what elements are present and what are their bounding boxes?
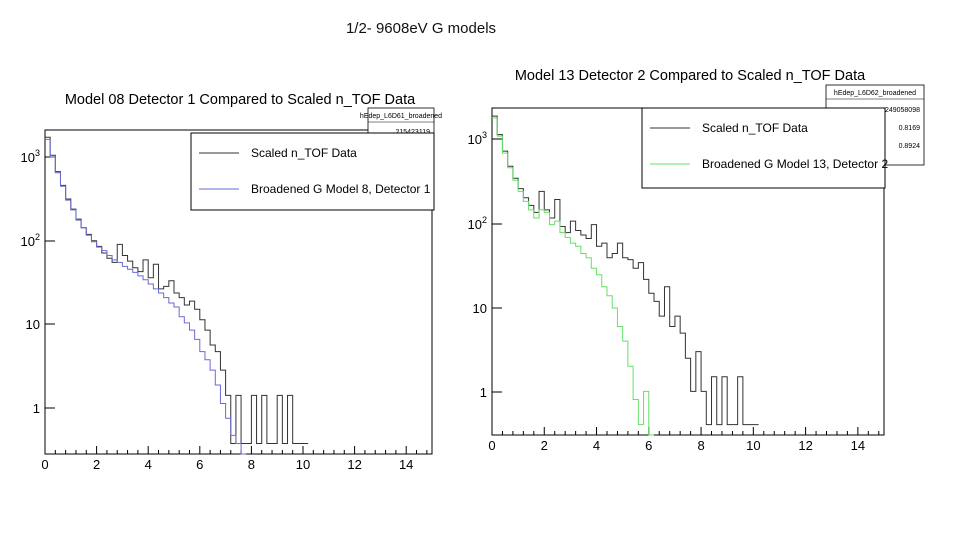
x-tick-label: 2 xyxy=(93,457,100,472)
x-tick-label: 6 xyxy=(645,438,652,453)
series-line-ntof-data xyxy=(45,136,309,445)
x-tick-label: 8 xyxy=(697,438,704,453)
legend-box xyxy=(641,107,886,189)
x-tick-label: 8 xyxy=(248,457,255,472)
plot-model-13: Model 13 Detector 2 Compared to Scaled n… xyxy=(468,68,925,453)
y-tick-label: 102 xyxy=(468,215,487,232)
y-tick-label: 103 xyxy=(468,130,487,147)
slide-title: 1/2- 9608eV G models xyxy=(345,20,497,37)
series-line-model xyxy=(45,138,247,455)
plot-model-08: Model 08 Detector 1 Compared to Scaled n… xyxy=(21,92,443,472)
stats-box-name: hEdep_L6D61_broadened xyxy=(360,113,442,120)
y-tick-label: 10 xyxy=(473,301,487,316)
x-tick-label: 4 xyxy=(593,438,600,453)
x-tick-label: 14 xyxy=(399,457,413,472)
legend-box xyxy=(190,132,435,211)
x-tick-label: 0 xyxy=(41,457,48,472)
x-tick-label: 4 xyxy=(145,457,152,472)
x-tick-label: 6 xyxy=(196,457,203,472)
stats-box-value: 0.8924 xyxy=(899,143,921,150)
y-tick-label: 1 xyxy=(33,401,40,416)
x-tick-label: 10 xyxy=(746,438,760,453)
plot-frame xyxy=(44,129,433,455)
stats-box-value: 0.8169 xyxy=(899,125,921,132)
x-tick-label: 14 xyxy=(851,438,865,453)
legend-label: Scaled n_TOF Data xyxy=(702,121,808,135)
stats-box-name: hEdep_L6D62_broadened xyxy=(834,90,916,97)
x-tick-label: 12 xyxy=(347,457,361,472)
chart-title: Model 13 Detector 2 Compared to Scaled n… xyxy=(515,68,866,84)
chart-title: Model 08 Detector 1 Compared to Scaled n… xyxy=(65,92,416,108)
x-tick-label: 0 xyxy=(488,438,495,453)
x-tick-label: 10 xyxy=(296,457,310,472)
legend-label: Broadened G Model 8, Detector 1 xyxy=(251,182,431,196)
x-tick-label: 12 xyxy=(798,438,812,453)
stats-box-value: 249058098 xyxy=(885,107,920,114)
series-line-ntof-data xyxy=(492,115,759,426)
legend-label: Scaled n_TOF Data xyxy=(251,146,357,160)
y-tick-label: 103 xyxy=(21,148,40,165)
y-tick-label: 102 xyxy=(21,232,40,249)
series-line-model xyxy=(492,117,655,436)
legend-label: Broadened G Model 13, Detector 2 xyxy=(702,157,888,171)
y-tick-label: 10 xyxy=(26,317,40,332)
x-tick-label: 2 xyxy=(541,438,548,453)
y-tick-label: 1 xyxy=(480,385,487,400)
